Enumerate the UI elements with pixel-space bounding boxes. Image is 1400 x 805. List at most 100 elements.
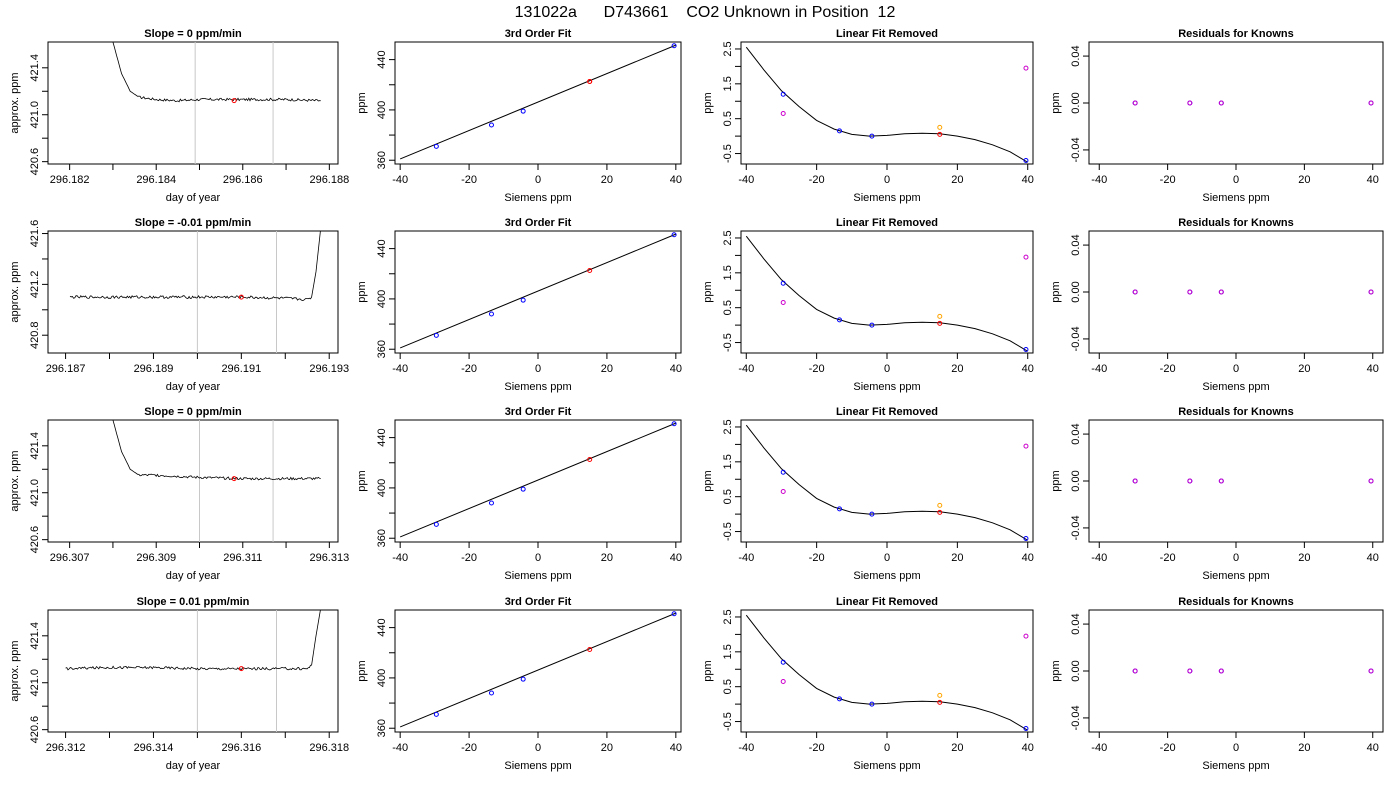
- x-tick-label: -40: [738, 174, 754, 186]
- known-point: [1023, 726, 1029, 732]
- x-tick-label: 0: [535, 742, 541, 754]
- known-point-overlay: [1132, 100, 1138, 106]
- known-point: [780, 469, 786, 475]
- panel-title: Linear Fit Removed: [836, 596, 938, 608]
- known-point: [780, 659, 786, 665]
- unknown-point: [937, 131, 943, 137]
- panel-title: 3rd Order Fit: [505, 217, 572, 229]
- x-tick-label: 0: [884, 174, 890, 186]
- x-tick-label: 40: [1022, 363, 1034, 375]
- fit-curve: [745, 46, 1028, 163]
- known-point: [869, 133, 875, 139]
- known-point: [520, 297, 526, 303]
- x-tick-label: 20: [951, 174, 963, 186]
- y-axis-label: approx. ppm: [9, 640, 21, 701]
- panel-title: Linear Fit Removed: [836, 217, 938, 229]
- plot-area: [399, 232, 677, 349]
- unknown-point: [937, 509, 943, 515]
- panel-linear_removed-row1: Linear Fit Removed -40 -20 0 20 40 -0.5 0.5 1.5 2…: [702, 217, 1034, 393]
- y-tick-label: 421.4: [29, 432, 41, 460]
- plot-frame: [740, 230, 1034, 354]
- x-tick-label: -40: [1091, 742, 1107, 754]
- panel-fit-row0: 3rd Order Fit -40 -20 0 20 40 360 400 440 Siemens…: [356, 28, 682, 204]
- unknown-marker: [231, 476, 237, 482]
- y-tick-label: 421.4: [29, 54, 41, 82]
- x-tick-label: 40: [1022, 174, 1034, 186]
- x-tick-label: 296.309: [136, 552, 176, 564]
- panel-residuals-row2: Residuals for Knowns -40 -20 0 20 40 -0.04 0.00…: [1050, 406, 1384, 582]
- x-axis-label: Siemens ppm: [853, 760, 920, 772]
- y-tick-label: 1.5: [722, 265, 734, 280]
- plot-area: [745, 424, 1029, 542]
- trace-line: [65, 610, 321, 671]
- known-point: [433, 332, 439, 338]
- trace-line: [69, 231, 321, 302]
- y-tick-label: 360: [376, 719, 388, 737]
- x-tick-label: 40: [670, 363, 682, 375]
- panel-title: Slope = 0.01 ppm/min: [137, 596, 250, 608]
- x-axis-label: day of year: [166, 192, 221, 204]
- y-tick-label: 400: [376, 290, 388, 308]
- known-point: [780, 280, 786, 286]
- known-point: [520, 676, 526, 682]
- x-tick-label: 0: [535, 363, 541, 375]
- x-tick-label: -20: [1160, 363, 1176, 375]
- x-tick-label: 0: [535, 174, 541, 186]
- y-axis-label: ppm: [702, 470, 714, 491]
- y-tick-label: 420.6: [29, 526, 41, 554]
- plot-frame: [740, 419, 1034, 543]
- y-tick-label: 2.5: [722, 609, 734, 624]
- y-axis-label: ppm: [1050, 281, 1062, 302]
- plot-area: [399, 43, 677, 160]
- x-tick-label: 40: [1367, 174, 1379, 186]
- main-title: 131022a D743661 CO2 Unknown in Position …: [515, 4, 896, 21]
- panel-fit-row2: 3rd Order Fit -40 -20 0 20 40 360 400 440 Siemens…: [356, 406, 682, 582]
- y-tick-label: -0.5: [722, 144, 734, 163]
- x-tick-label: 20: [1298, 174, 1310, 186]
- x-tick-label: -20: [809, 552, 825, 564]
- y-axis-label: ppm: [1050, 470, 1062, 491]
- x-tick-label: 20: [951, 742, 963, 754]
- unknown-point: [587, 456, 593, 462]
- panel-title: 3rd Order Fit: [505, 596, 572, 608]
- panel-title: Slope = 0 ppm/min: [144, 406, 242, 418]
- x-tick-label: -20: [809, 174, 825, 186]
- known-point-overlay: [1368, 100, 1374, 106]
- x-tick-label: 20: [601, 363, 613, 375]
- x-axis-label: Siemens ppm: [1202, 192, 1269, 204]
- offset-point-magenta: [780, 488, 786, 494]
- known-point: [433, 521, 439, 527]
- y-tick-label: 0.04: [1070, 45, 1082, 66]
- x-tick-label: -40: [738, 552, 754, 564]
- x-tick-label: 40: [1022, 552, 1034, 564]
- panel-title: Slope = 0 ppm/min: [144, 28, 242, 40]
- panels: Slope = 0 ppm/min 296.182 296.184 296.186 29…: [9, 28, 1384, 772]
- y-tick-label: 440: [376, 428, 388, 446]
- known-point: [671, 232, 677, 238]
- known-point: [837, 696, 843, 702]
- plot-frame: [740, 609, 1034, 733]
- y-tick-label: -0.04: [1070, 515, 1082, 540]
- x-tick-label: 296.314: [134, 742, 174, 754]
- panel-title: Residuals for Knowns: [1178, 217, 1294, 229]
- y-tick-label: 440: [376, 618, 388, 636]
- known-point-overlay: [1368, 289, 1374, 295]
- panel-trace-row1: Slope = -0.01 ppm/min 296.187 296.189 296.1…: [9, 217, 349, 393]
- plot-frame: [47, 609, 339, 733]
- y-tick-label: 440: [376, 239, 388, 257]
- x-tick-label: 296.318: [309, 742, 349, 754]
- x-axis-label: Siemens ppm: [853, 570, 920, 582]
- known-point-overlay: [1132, 289, 1138, 295]
- fit-line: [399, 612, 677, 728]
- x-tick-label: 0: [884, 363, 890, 375]
- plot-area: [1132, 478, 1374, 484]
- x-tick-label: 40: [670, 174, 682, 186]
- known-point: [780, 91, 786, 97]
- x-tick-label: -20: [1160, 742, 1176, 754]
- known-point-overlay: [1187, 289, 1193, 295]
- panel-linear_removed-row0: Linear Fit Removed -40 -20 0 20 40 -0.5 0.5 1.5 2…: [702, 28, 1034, 204]
- x-tick-label: 20: [601, 742, 613, 754]
- x-axis-label: day of year: [166, 760, 221, 772]
- offset-point-magenta: [1023, 633, 1029, 639]
